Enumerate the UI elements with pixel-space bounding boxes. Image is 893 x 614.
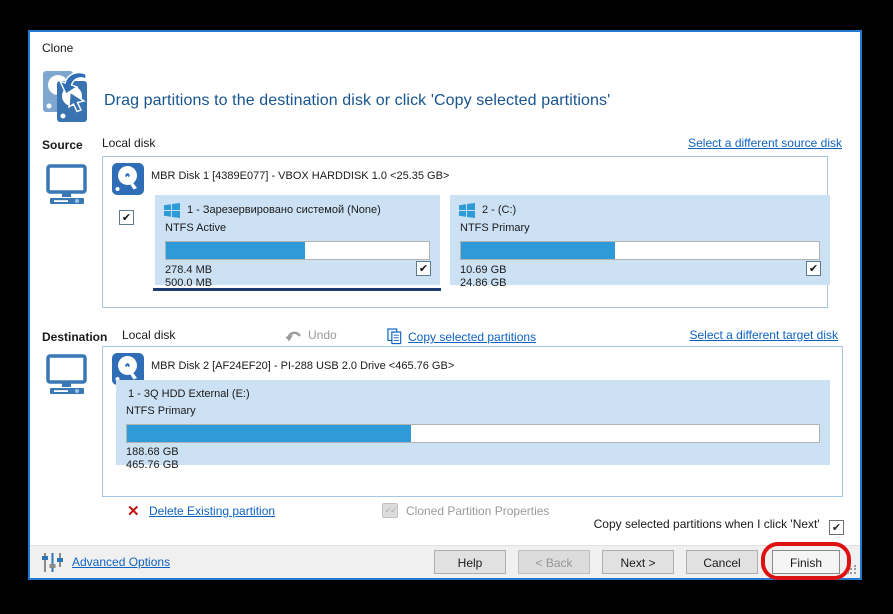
source-partition-1[interactable]: 1 - Зарезервировано системой (None) NTFS… xyxy=(155,195,440,289)
partition-usage-fill xyxy=(461,242,615,259)
source-row: Source Local disk Select a different sou… xyxy=(42,136,852,154)
partition-name: 1 - 3Q HDD External (E:) xyxy=(128,388,250,400)
partition-filesystem: NTFS Primary xyxy=(460,222,530,234)
destination-disk-header: MBR Disk 2 [AF24EF20] - PI-288 USB 2.0 D… xyxy=(151,360,455,372)
partition-total-size: 24.86 GB xyxy=(460,277,507,289)
copy-on-next-row: Copy selected partitions when I click 'N… xyxy=(594,517,844,535)
finish-button[interactable]: Finish xyxy=(772,550,840,574)
destination-label: Destination xyxy=(42,330,108,344)
advanced-options-link[interactable]: Advanced Options xyxy=(72,555,171,569)
hard-disk-icon xyxy=(111,352,145,386)
destination-computer-icon xyxy=(45,354,91,398)
source-label: Source xyxy=(42,138,83,152)
partition-used-size: 278.4 MB xyxy=(165,264,213,276)
source-computer-icon xyxy=(45,164,91,208)
partition-usage-bar xyxy=(460,241,820,260)
delete-x-icon xyxy=(127,502,140,520)
sliders-icon xyxy=(41,551,64,574)
partition-checkbox[interactable] xyxy=(806,261,821,276)
help-button[interactable]: Help xyxy=(434,550,506,574)
source-partition-2[interactable]: 2 - (C:) NTFS Primary 10.69 GB 24.86 GB xyxy=(450,195,830,289)
clone-disks-icon xyxy=(40,70,96,124)
clone-dialog: Clone Drag partitions to the destination… xyxy=(28,30,862,580)
partition-usage-fill xyxy=(127,425,411,442)
partition-total-size: 465.76 GB xyxy=(126,459,179,471)
partition-used-size: 188.68 GB xyxy=(126,446,179,458)
partition-name: 1 - Зарезервировано системой (None) xyxy=(187,204,381,216)
cloned-properties-icon xyxy=(382,503,398,518)
destination-row: Destination Local disk Undo Copy selecte… xyxy=(42,328,852,346)
select-target-disk-link[interactable]: Select a different target disk xyxy=(689,328,838,342)
partition-name: 2 - (C:) xyxy=(482,204,517,216)
windows-logo-icon xyxy=(164,203,180,218)
resize-grip[interactable] xyxy=(847,565,857,575)
dialog-title: Clone xyxy=(42,41,74,55)
copy-selected-partitions-button[interactable]: Copy selected partitions xyxy=(387,328,536,348)
source-type-label: Local disk xyxy=(102,136,156,150)
windows-logo-icon xyxy=(459,203,475,218)
destination-partition-1[interactable]: 1 - 3Q HDD External (E:) NTFS Primary 18… xyxy=(116,380,830,471)
destination-type-label: Local disk xyxy=(122,328,176,342)
undo-button[interactable]: Undo xyxy=(285,328,337,345)
partition-actions-row: Delete Existing partition Cloned Partiti… xyxy=(30,502,860,522)
partition-filesystem: NTFS Primary xyxy=(126,405,196,417)
instruction-heading: Drag partitions to the destination disk … xyxy=(104,92,611,109)
partition-filesystem: NTFS Active xyxy=(165,222,227,234)
copy-selected-partitions-link[interactable]: Copy selected partitions xyxy=(408,330,537,344)
source-disk-checkbox[interactable] xyxy=(119,210,134,225)
hard-disk-icon xyxy=(111,162,145,196)
dialog-footer: Advanced Options Help < Back Next > Canc… xyxy=(30,542,860,580)
source-disk-header: MBR Disk 1 [4389E077] - VBOX HARDDISK 1.… xyxy=(151,170,450,182)
source-disk-panel: MBR Disk 1 [4389E077] - VBOX HARDDISK 1.… xyxy=(102,156,830,308)
next-button[interactable]: Next > xyxy=(602,550,674,574)
copy-on-next-label: Copy selected partitions when I click 'N… xyxy=(593,517,820,531)
cancel-button[interactable]: Cancel xyxy=(686,550,758,574)
undo-label: Undo xyxy=(308,328,337,342)
back-button[interactable]: < Back xyxy=(518,550,590,574)
partition-usage-fill xyxy=(166,242,306,259)
partition-used-size: 10.69 GB xyxy=(460,264,507,276)
partition-selection-underline xyxy=(153,288,441,291)
delete-existing-partition-link[interactable]: Delete Existing partition xyxy=(149,504,276,518)
cloned-partition-properties-label[interactable]: Cloned Partition Properties xyxy=(406,504,550,518)
destination-disk-panel: MBR Disk 2 [AF24EF20] - PI-288 USB 2.0 D… xyxy=(102,346,843,497)
partition-usage-bar xyxy=(126,424,820,443)
partition-checkbox[interactable] xyxy=(416,261,431,276)
undo-icon xyxy=(285,329,303,345)
copy-on-next-checkbox[interactable] xyxy=(829,520,844,535)
partition-total-size: 500.0 MB xyxy=(165,277,213,289)
partition-usage-bar xyxy=(165,241,430,260)
select-source-disk-link[interactable]: Select a different source disk xyxy=(688,136,842,150)
copy-pages-icon xyxy=(387,328,402,348)
